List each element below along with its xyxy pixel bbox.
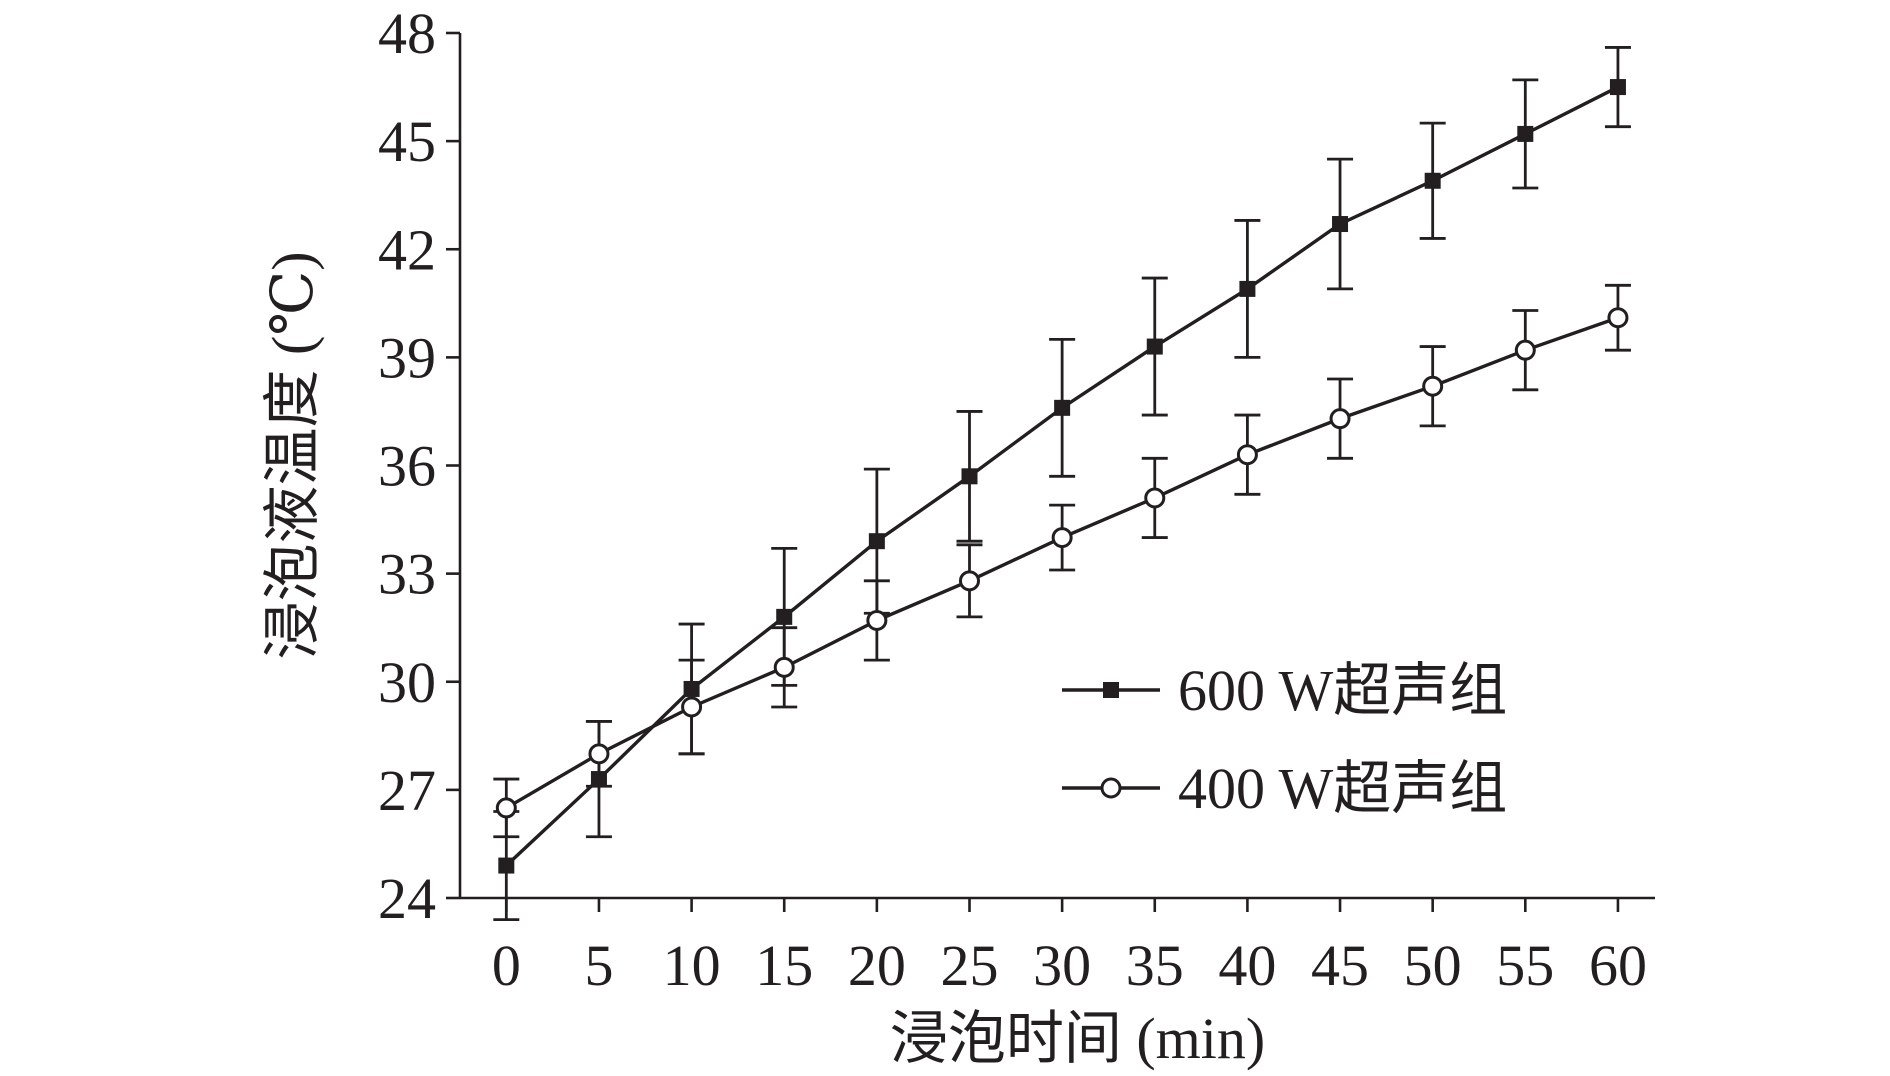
x-axis-title: 浸泡时间 (min)	[890, 1006, 1265, 1071]
series-markers	[495, 79, 1629, 874]
x-tick-label: 0	[492, 933, 521, 998]
legend-label: 400 W超声组	[1178, 756, 1507, 821]
x-tick-label: 40	[1218, 933, 1276, 998]
data-point-circle	[1144, 487, 1166, 509]
data-point-square	[776, 608, 793, 625]
legend: 600 W超声组 400 W超声组	[1062, 658, 1507, 821]
data-point-circle	[1607, 307, 1629, 329]
y-tick-label: 48	[378, 1, 436, 66]
data-point-circle	[958, 570, 980, 592]
data-point-circle	[1051, 527, 1073, 549]
data-point-circle	[495, 797, 517, 819]
y-tick-label: 45	[378, 109, 436, 174]
legend-marker-circle	[1100, 777, 1122, 799]
data-point-square	[1424, 172, 1441, 189]
y-tick-label: 42	[378, 217, 436, 282]
data-point-square	[1517, 125, 1534, 142]
data-point-square	[1146, 338, 1163, 355]
x-tick-label: 60	[1589, 933, 1647, 998]
x-tick-label: 15	[755, 933, 813, 998]
y-tick-label: 39	[378, 325, 436, 390]
x-tick-label: 30	[1033, 933, 1091, 998]
x-tick-label: 45	[1311, 933, 1369, 998]
x-tick-label: 10	[663, 933, 721, 998]
legend-label: 600 W超声组	[1178, 658, 1507, 723]
data-point-circle	[681, 696, 703, 718]
x-tick-label: 55	[1496, 933, 1554, 998]
data-point-circle	[1514, 339, 1536, 361]
y-tick-label: 24	[378, 866, 436, 931]
data-point-circle	[1329, 408, 1351, 430]
data-point-square	[868, 533, 885, 550]
x-tick-label: 50	[1404, 933, 1462, 998]
data-point-circle	[773, 656, 795, 678]
data-point-square	[1332, 216, 1349, 233]
legend-marker-square	[1103, 682, 1119, 698]
data-point-square	[1054, 399, 1071, 416]
tick-labels: 24 27 30 33 36 39 42 45 48 0 5 10 15 20 25 30 35 40 45 50 55…	[378, 1, 1647, 998]
y-tick-label: 36	[378, 434, 436, 499]
data-point-circle	[1236, 444, 1258, 466]
data-point-square	[1609, 79, 1626, 96]
y-axis-title: 浸泡液温度 (℃)	[260, 251, 325, 659]
data-point-square	[1239, 280, 1256, 297]
y-tick-label: 30	[378, 650, 436, 715]
data-point-circle	[588, 743, 610, 765]
x-tick-label: 5	[584, 933, 613, 998]
x-tick-label: 20	[848, 933, 906, 998]
y-tick-label: 33	[378, 542, 436, 607]
x-tick-label: 35	[1126, 933, 1184, 998]
data-point-square	[498, 857, 515, 874]
data-point-square	[590, 771, 607, 788]
data-point-circle	[866, 609, 888, 631]
y-tick-label: 27	[378, 758, 436, 823]
data-point-circle	[1422, 375, 1444, 397]
data-point-square	[961, 468, 978, 485]
data-point-square	[683, 680, 700, 697]
x-tick-label: 25	[940, 933, 998, 998]
